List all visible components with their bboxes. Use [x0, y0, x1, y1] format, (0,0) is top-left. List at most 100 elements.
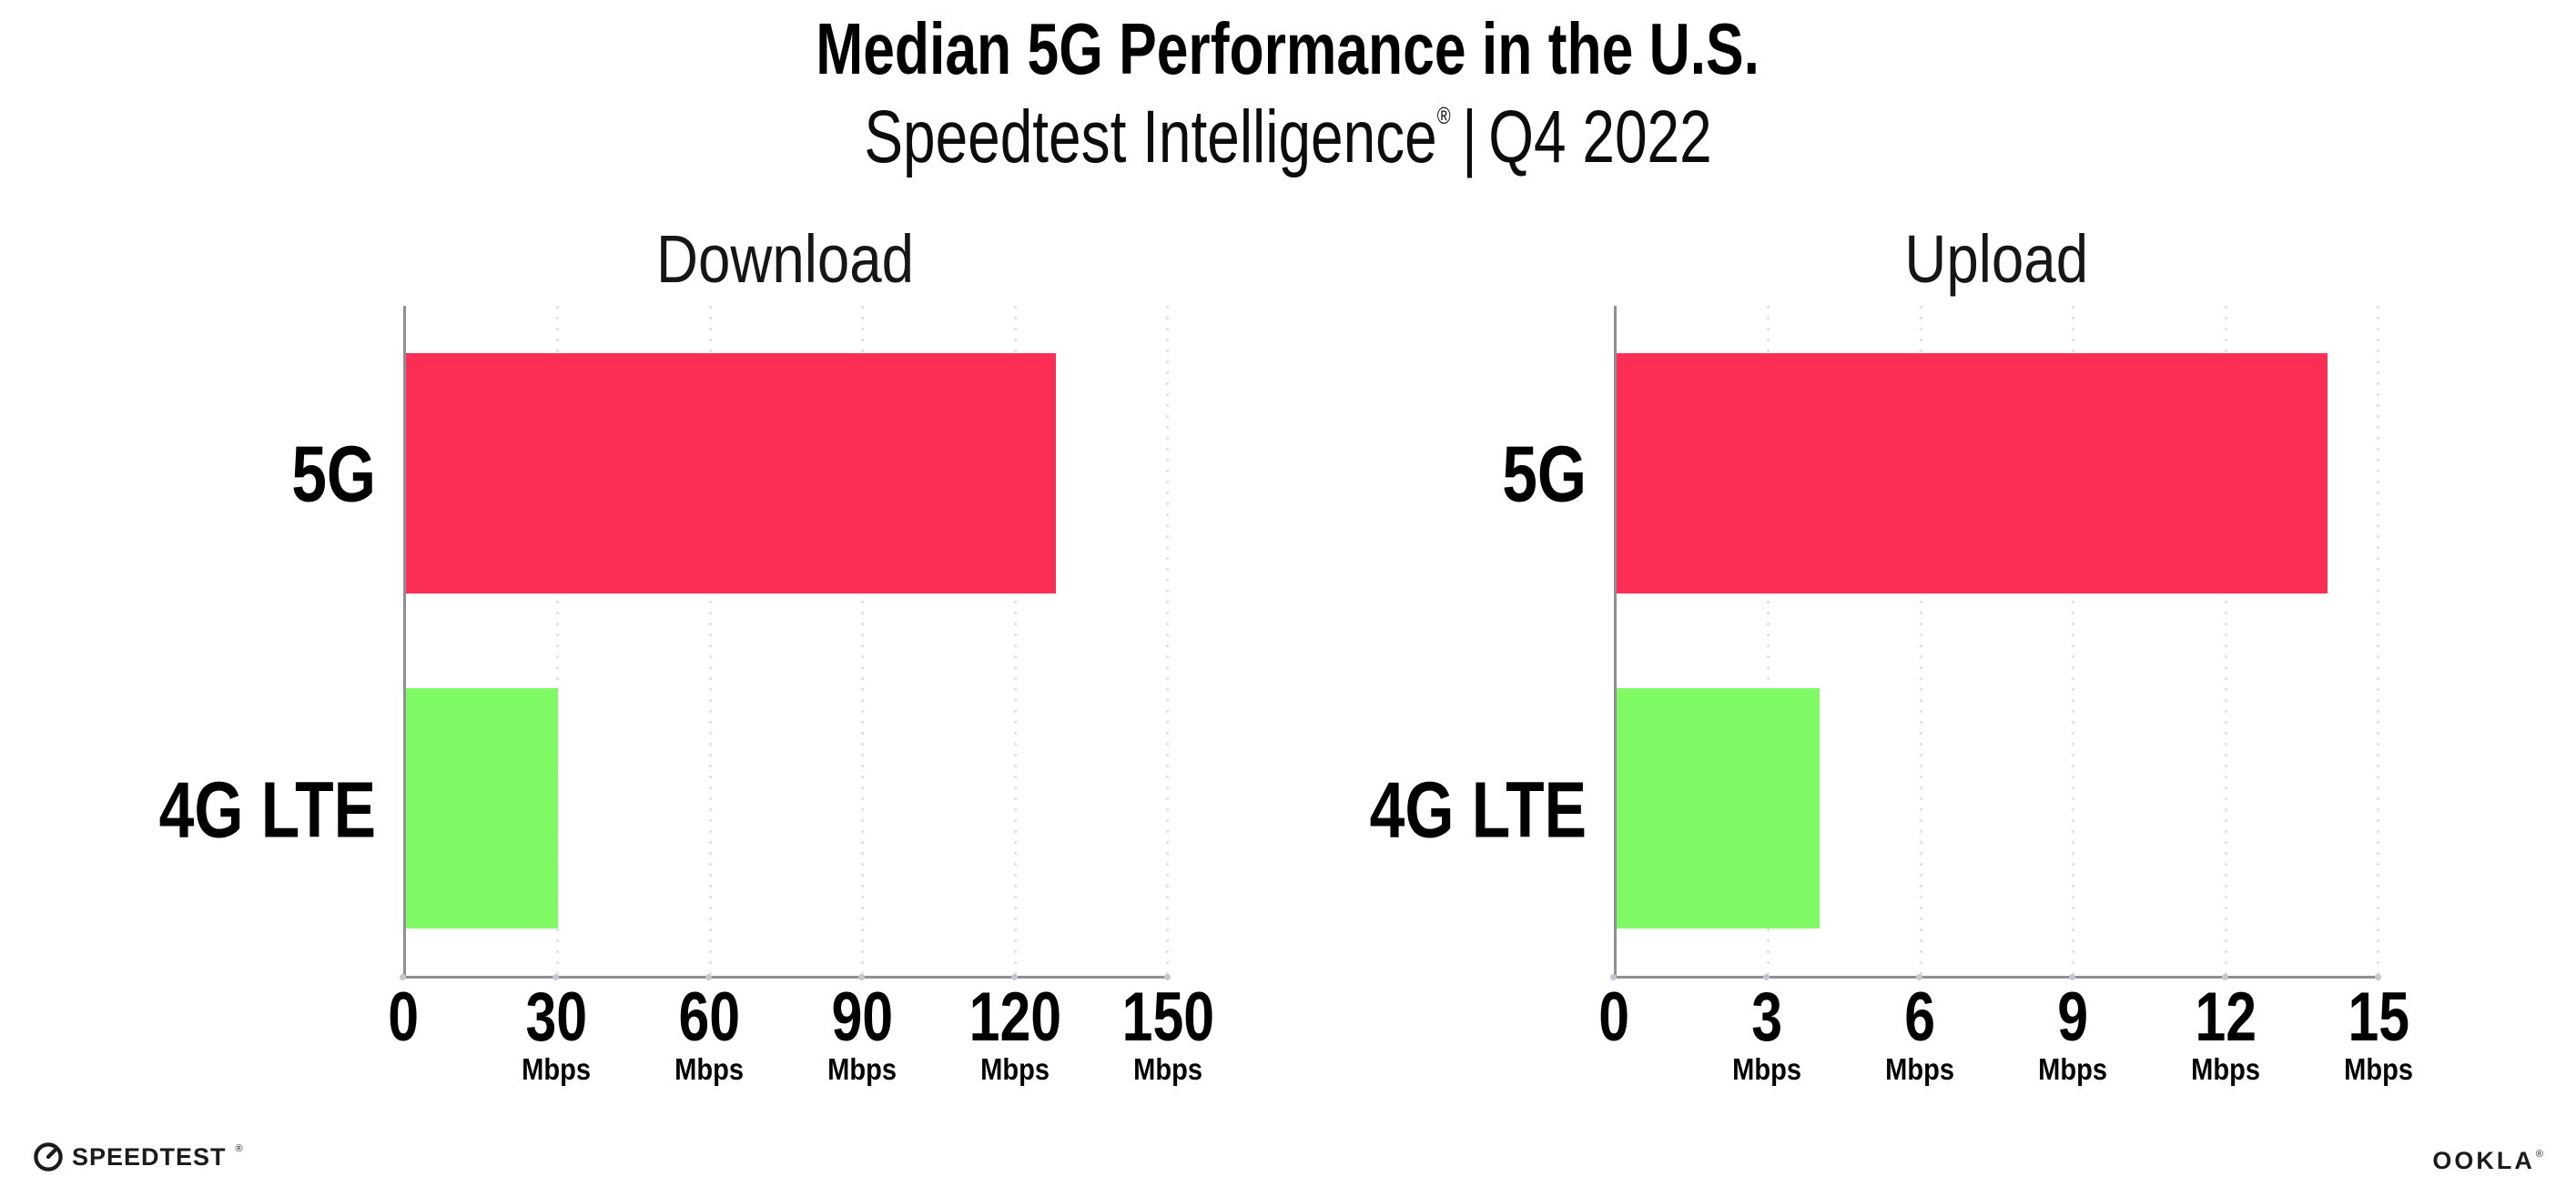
x-tick-unit: Mbps — [906, 1054, 1124, 1084]
x-tick-upload-15: 15 Mbps — [2269, 983, 2488, 1085]
speedtest-wordmark: SPEEDTEST — [72, 1142, 227, 1171]
x-tick-value-text: 12 — [2195, 979, 2257, 1056]
axis-tick-dot-download-150 — [1164, 974, 1171, 980]
gridline-upload-12 — [2224, 306, 2227, 976]
x-tick-value-text: 9 — [2057, 979, 2088, 1056]
category-label-4g-lte: 4G LTE — [1195, 771, 1587, 850]
ookla-wordmark: OOKLA — [2432, 1147, 2535, 1174]
axis-tick-dot-download-90 — [858, 974, 865, 980]
page-title-text: Median 5G Performance in the U.S. — [816, 8, 1760, 89]
x-tick-value-text: 30 — [525, 979, 587, 1056]
x-tick-unit-text: Mbps — [1732, 1052, 1801, 1086]
x-tick-unit: Mbps — [1059, 1054, 1277, 1084]
category-label-text: 5G — [291, 430, 376, 519]
x-tick-unit-text: Mbps — [2344, 1052, 2413, 1086]
x-tick-download-60: 60 Mbps — [600, 983, 818, 1085]
subtitle-brand: Speedtest Intelligence — [864, 96, 1437, 178]
x-tick-unit: Mbps — [1658, 1054, 1876, 1084]
ookla-logo: OOKLA ® — [2432, 1147, 2543, 1175]
axis-tick-dot-upload-9 — [2069, 974, 2075, 980]
gridline-upload-3 — [1767, 306, 1770, 976]
x-tick-download-30: 30 Mbps — [447, 979, 665, 1085]
x-tick-download-90: 90 Mbps — [753, 983, 971, 1085]
page-title: Median 5G Performance in the U.S. — [0, 13, 2576, 86]
axis-tick-dot-upload-0 — [1610, 974, 1617, 980]
x-tick-unit-text: Mbps — [2191, 1052, 2260, 1086]
plot-upload — [1614, 306, 2379, 979]
x-tick-unit: Mbps — [1963, 1054, 2182, 1084]
x-tick-unit-text: Mbps — [1885, 1052, 1954, 1086]
x-tick-unit-text: Mbps — [2038, 1052, 2107, 1086]
x-tick-value-text: 6 — [1904, 979, 1935, 1056]
x-tick-value: 9 — [1963, 983, 2182, 1052]
x-tick-value-text: 0 — [388, 979, 419, 1056]
x-tick-unit: Mbps — [2269, 1054, 2488, 1084]
x-tick-value-text: 15 — [2348, 979, 2409, 1056]
x-tick-value: 15 — [2269, 983, 2488, 1052]
bar-download-4g-lte — [406, 687, 559, 929]
x-tick-unit: Mbps — [753, 1054, 971, 1084]
category-label-5g: 5G — [0, 434, 376, 513]
x-tick-value-text: 3 — [1751, 979, 1782, 1056]
x-tick-value-text: 150 — [1121, 979, 1214, 1056]
x-tick-unit: Mbps — [600, 1054, 818, 1084]
gridline-download-150 — [1166, 306, 1169, 976]
category-label-text: 5G — [1502, 430, 1587, 519]
gridline-download-90 — [861, 306, 865, 976]
chart-title-text: Download — [656, 221, 915, 297]
x-tick-value: 12 — [2116, 983, 2335, 1052]
chart-title-text: Upload — [1904, 221, 2088, 297]
x-tick-value: 0 — [294, 983, 512, 1052]
page-subtitle-text: Speedtest Intelligence® | Q4 2022 — [864, 100, 1711, 175]
gridline-download-30 — [556, 306, 560, 976]
category-label-5g: 5G — [1195, 434, 1587, 513]
category-label-text: 4G LTE — [158, 766, 376, 855]
x-tick-download-150: 150 Mbps — [1059, 983, 1277, 1085]
x-tick-upload-12: 12 Mbps — [2116, 983, 2335, 1085]
ookla-registered-mark: ® — [2535, 1149, 2543, 1160]
speedtest-gauge-icon — [34, 1142, 63, 1172]
axis-tick-dot-upload-3 — [1763, 974, 1770, 980]
x-tick-value-text: 60 — [678, 979, 740, 1056]
x-tick-unit: Mbps — [2116, 1054, 2335, 1084]
axis-tick-dot-download-0 — [400, 974, 406, 980]
plot-download — [403, 306, 1169, 979]
x-tick-unit: Mbps — [447, 1054, 665, 1084]
x-tick-unit-text: Mbps — [674, 1052, 744, 1086]
x-tick-value: 0 — [1505, 983, 1723, 1052]
axis-tick-dot-download-60 — [705, 974, 712, 980]
x-tick-value-text: 120 — [969, 979, 1061, 1056]
x-tick-unit-text: Mbps — [522, 1052, 591, 1086]
page-subtitle: Speedtest Intelligence® | Q4 2022 — [0, 100, 2576, 175]
x-tick-unit-text: Mbps — [1133, 1052, 1202, 1086]
bar-upload-4g-lte — [1617, 687, 1820, 929]
x-tick-value: 90 — [753, 983, 971, 1052]
gridline-upload-9 — [2072, 306, 2075, 976]
axis-tick-dot-upload-15 — [2375, 974, 2381, 980]
chart-title-download: Download — [403, 226, 1168, 293]
x-tick-upload-0: 0 — [1505, 983, 1723, 1052]
x-tick-unit-text: Mbps — [980, 1052, 1050, 1086]
x-tick-value-text: 90 — [831, 979, 893, 1056]
x-tick-value: 150 — [1059, 983, 1277, 1052]
speedtest-logo: SPEEDTEST ® — [33, 1141, 243, 1172]
x-tick-upload-3: 3 Mbps — [1658, 983, 1876, 1085]
axis-tick-dot-download-30 — [553, 974, 559, 980]
gridline-upload-6 — [1919, 306, 1922, 976]
axis-tick-dot-download-120 — [1011, 974, 1018, 980]
subtitle-period: Q4 2022 — [1488, 96, 1712, 178]
chart-title-upload: Upload — [1614, 226, 2378, 293]
bar-download-5g — [406, 352, 1057, 594]
speedtest-registered-mark: ® — [235, 1143, 243, 1154]
x-tick-value: 6 — [1810, 983, 2029, 1052]
x-tick-value: 60 — [600, 983, 818, 1052]
subtitle-separator: | — [1462, 96, 1477, 178]
axis-tick-dot-upload-6 — [1916, 974, 1922, 980]
axis-tick-dot-upload-12 — [2222, 974, 2228, 980]
x-tick-unit: Mbps — [1810, 1054, 2029, 1084]
x-tick-download-120: 120 Mbps — [906, 979, 1124, 1085]
x-tick-value: 3 — [1658, 983, 1876, 1052]
gridline-download-120 — [1013, 306, 1017, 976]
gridline-upload-15 — [2377, 306, 2379, 976]
